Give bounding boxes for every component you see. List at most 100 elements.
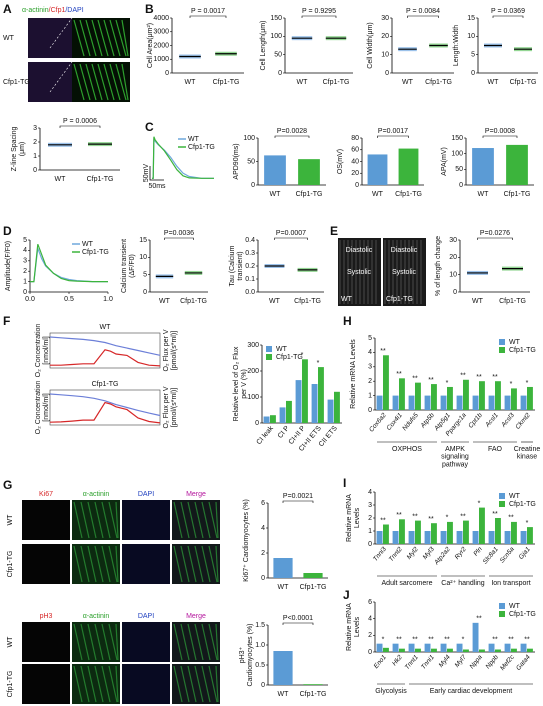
panel-label: G: [3, 478, 12, 492]
series-line: [49, 393, 161, 417]
bar: [479, 507, 485, 544]
stain-part: /DAPI: [65, 7, 83, 14]
micrograph: [22, 500, 70, 540]
y-tick-label: 0.2: [245, 263, 255, 270]
row-label: Cfp1-TG: [7, 671, 14, 698]
row-label: Cfp1-TG: [7, 551, 14, 578]
y-tick-label: 0: [255, 420, 259, 427]
p-value: P=0.0028: [277, 128, 307, 135]
fiber: [215, 623, 219, 661]
scale-label: 50mV: [143, 164, 150, 183]
x-tick-label: Cfp1-TG: [323, 79, 350, 86]
y-axis-label: Ki67⁺ Cardiomyocytes (%): [243, 499, 250, 582]
p-value: P=0.0021: [283, 493, 313, 500]
x-tick-label: WT: [278, 584, 290, 591]
bar: [392, 531, 399, 544]
series-line: [50, 349, 161, 367]
p-value: P = 0.0369: [491, 8, 525, 15]
x-tick-label: Gja1: [518, 546, 532, 561]
bracket: [492, 15, 524, 18]
bar: [511, 388, 517, 410]
y-tick-label: 10: [139, 254, 147, 261]
y-tick-label: 1: [368, 528, 372, 535]
x-tick-label: Cfp1-TG: [499, 298, 526, 305]
y-tick-label: 150: [451, 135, 463, 142]
fiber: [73, 623, 83, 661]
fiber: [215, 501, 219, 539]
row-label: WT: [7, 514, 14, 526]
y-tick-label: 0: [278, 70, 282, 77]
bar: [511, 648, 517, 652]
bar: [311, 384, 318, 423]
x-tick-label: Cfp1-TG: [300, 584, 327, 591]
fiber: [108, 623, 118, 661]
row-label: WT: [3, 35, 15, 42]
row-label: Cfp1-TG: [3, 79, 30, 86]
fiber: [101, 545, 111, 583]
fiber: [103, 19, 115, 57]
y-tick-label: 1: [368, 392, 372, 399]
fiber: [80, 545, 90, 583]
fiber: [180, 623, 190, 661]
y-tick-label: 1: [23, 278, 27, 285]
fiber: [108, 545, 118, 583]
x-tick-label: WT: [159, 298, 171, 305]
x-tick-label: Cfp1-TG: [395, 191, 422, 198]
significance: *: [446, 380, 449, 387]
fiber: [201, 545, 211, 583]
y-tick-label: 2: [368, 515, 372, 522]
scale-label: 50ms: [148, 183, 166, 190]
bar: [376, 643, 383, 652]
micrograph: [28, 62, 72, 102]
y-axis-label: APD90(ms): [233, 143, 240, 179]
x-tick-label: WT: [297, 79, 309, 86]
significance: **: [476, 374, 482, 381]
y-tick-label: 20: [449, 254, 457, 261]
channel-header: Merge: [186, 491, 206, 498]
series-line: [49, 336, 161, 356]
significance: *: [510, 381, 513, 388]
bar: [488, 643, 495, 652]
bar: [504, 643, 511, 652]
fiber: [121, 19, 129, 57]
fiber: [108, 501, 118, 539]
stain-part: α-actinin: [22, 7, 49, 14]
significance: **: [412, 375, 418, 382]
y-tick-label: 80: [351, 135, 359, 142]
p-value: P=0.0017: [378, 128, 408, 135]
y2-axis-label: O₂ Flux per V[pmol/(s*ml)]: [163, 329, 178, 371]
fiber: [73, 665, 83, 703]
y-axis-label: Relative mRNALevels: [346, 603, 361, 651]
channel-header: DAPI: [138, 613, 154, 620]
bar: [527, 648, 533, 652]
y-tick-label: 2: [261, 550, 265, 557]
x-tick-label: Ckmt2: [514, 412, 532, 431]
fiber: [109, 63, 121, 101]
y-tick-label: 3: [23, 258, 27, 265]
bar: [520, 643, 527, 652]
fiber: [97, 19, 109, 57]
channel-header: pH3: [40, 613, 53, 620]
fiber: [194, 501, 204, 539]
bar: [447, 521, 453, 544]
y-tick-label: 0: [251, 182, 255, 189]
y-tick-label: 100: [451, 151, 463, 158]
fiber: [187, 501, 197, 539]
panel-label: B: [145, 2, 154, 16]
bar: [527, 386, 533, 410]
bar: [472, 531, 479, 544]
fiber: [194, 545, 204, 583]
y-axis-label: Z-line Spacing(μm): [11, 127, 26, 172]
bar: [399, 519, 405, 544]
panel-label: D: [3, 224, 12, 238]
fiber: [87, 545, 97, 583]
x-tick-label: Cfp1-TG: [294, 298, 321, 305]
bar: [273, 558, 293, 578]
y-tick-label: 3: [33, 125, 37, 132]
y-axis-label: OS(mV): [337, 149, 344, 174]
fiber: [208, 623, 218, 661]
bar: [447, 648, 453, 652]
y-tick-label: 0: [261, 682, 265, 689]
fiber: [101, 501, 111, 539]
group-label: Glycolysis: [375, 688, 407, 695]
